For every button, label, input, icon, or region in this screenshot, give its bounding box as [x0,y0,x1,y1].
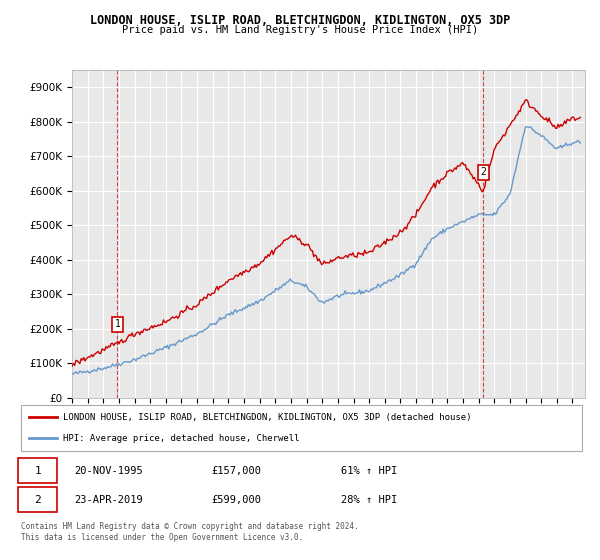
FancyBboxPatch shape [18,458,58,483]
Text: Price paid vs. HM Land Registry's House Price Index (HPI): Price paid vs. HM Land Registry's House … [122,25,478,35]
Text: £599,000: £599,000 [212,494,262,505]
Text: 23-APR-2019: 23-APR-2019 [74,494,143,505]
Text: LONDON HOUSE, ISLIP ROAD, BLETCHINGDON, KIDLINGTON, OX5 3DP: LONDON HOUSE, ISLIP ROAD, BLETCHINGDON, … [90,14,510,27]
FancyBboxPatch shape [18,487,58,512]
Text: 20-NOV-1995: 20-NOV-1995 [74,466,143,475]
FancyBboxPatch shape [21,405,582,451]
Text: This data is licensed under the Open Government Licence v3.0.: This data is licensed under the Open Gov… [21,533,303,542]
Text: 2: 2 [34,494,41,505]
Text: 2: 2 [481,167,486,177]
Text: Contains HM Land Registry data © Crown copyright and database right 2024.: Contains HM Land Registry data © Crown c… [21,522,359,531]
Text: LONDON HOUSE, ISLIP ROAD, BLETCHINGDON, KIDLINGTON, OX5 3DP (detached house): LONDON HOUSE, ISLIP ROAD, BLETCHINGDON, … [63,413,472,422]
Text: 1: 1 [34,466,41,475]
Text: £157,000: £157,000 [212,466,262,475]
Text: HPI: Average price, detached house, Cherwell: HPI: Average price, detached house, Cher… [63,434,299,443]
Text: 28% ↑ HPI: 28% ↑ HPI [341,494,397,505]
Text: 61% ↑ HPI: 61% ↑ HPI [341,466,397,475]
Text: 1: 1 [115,320,120,329]
